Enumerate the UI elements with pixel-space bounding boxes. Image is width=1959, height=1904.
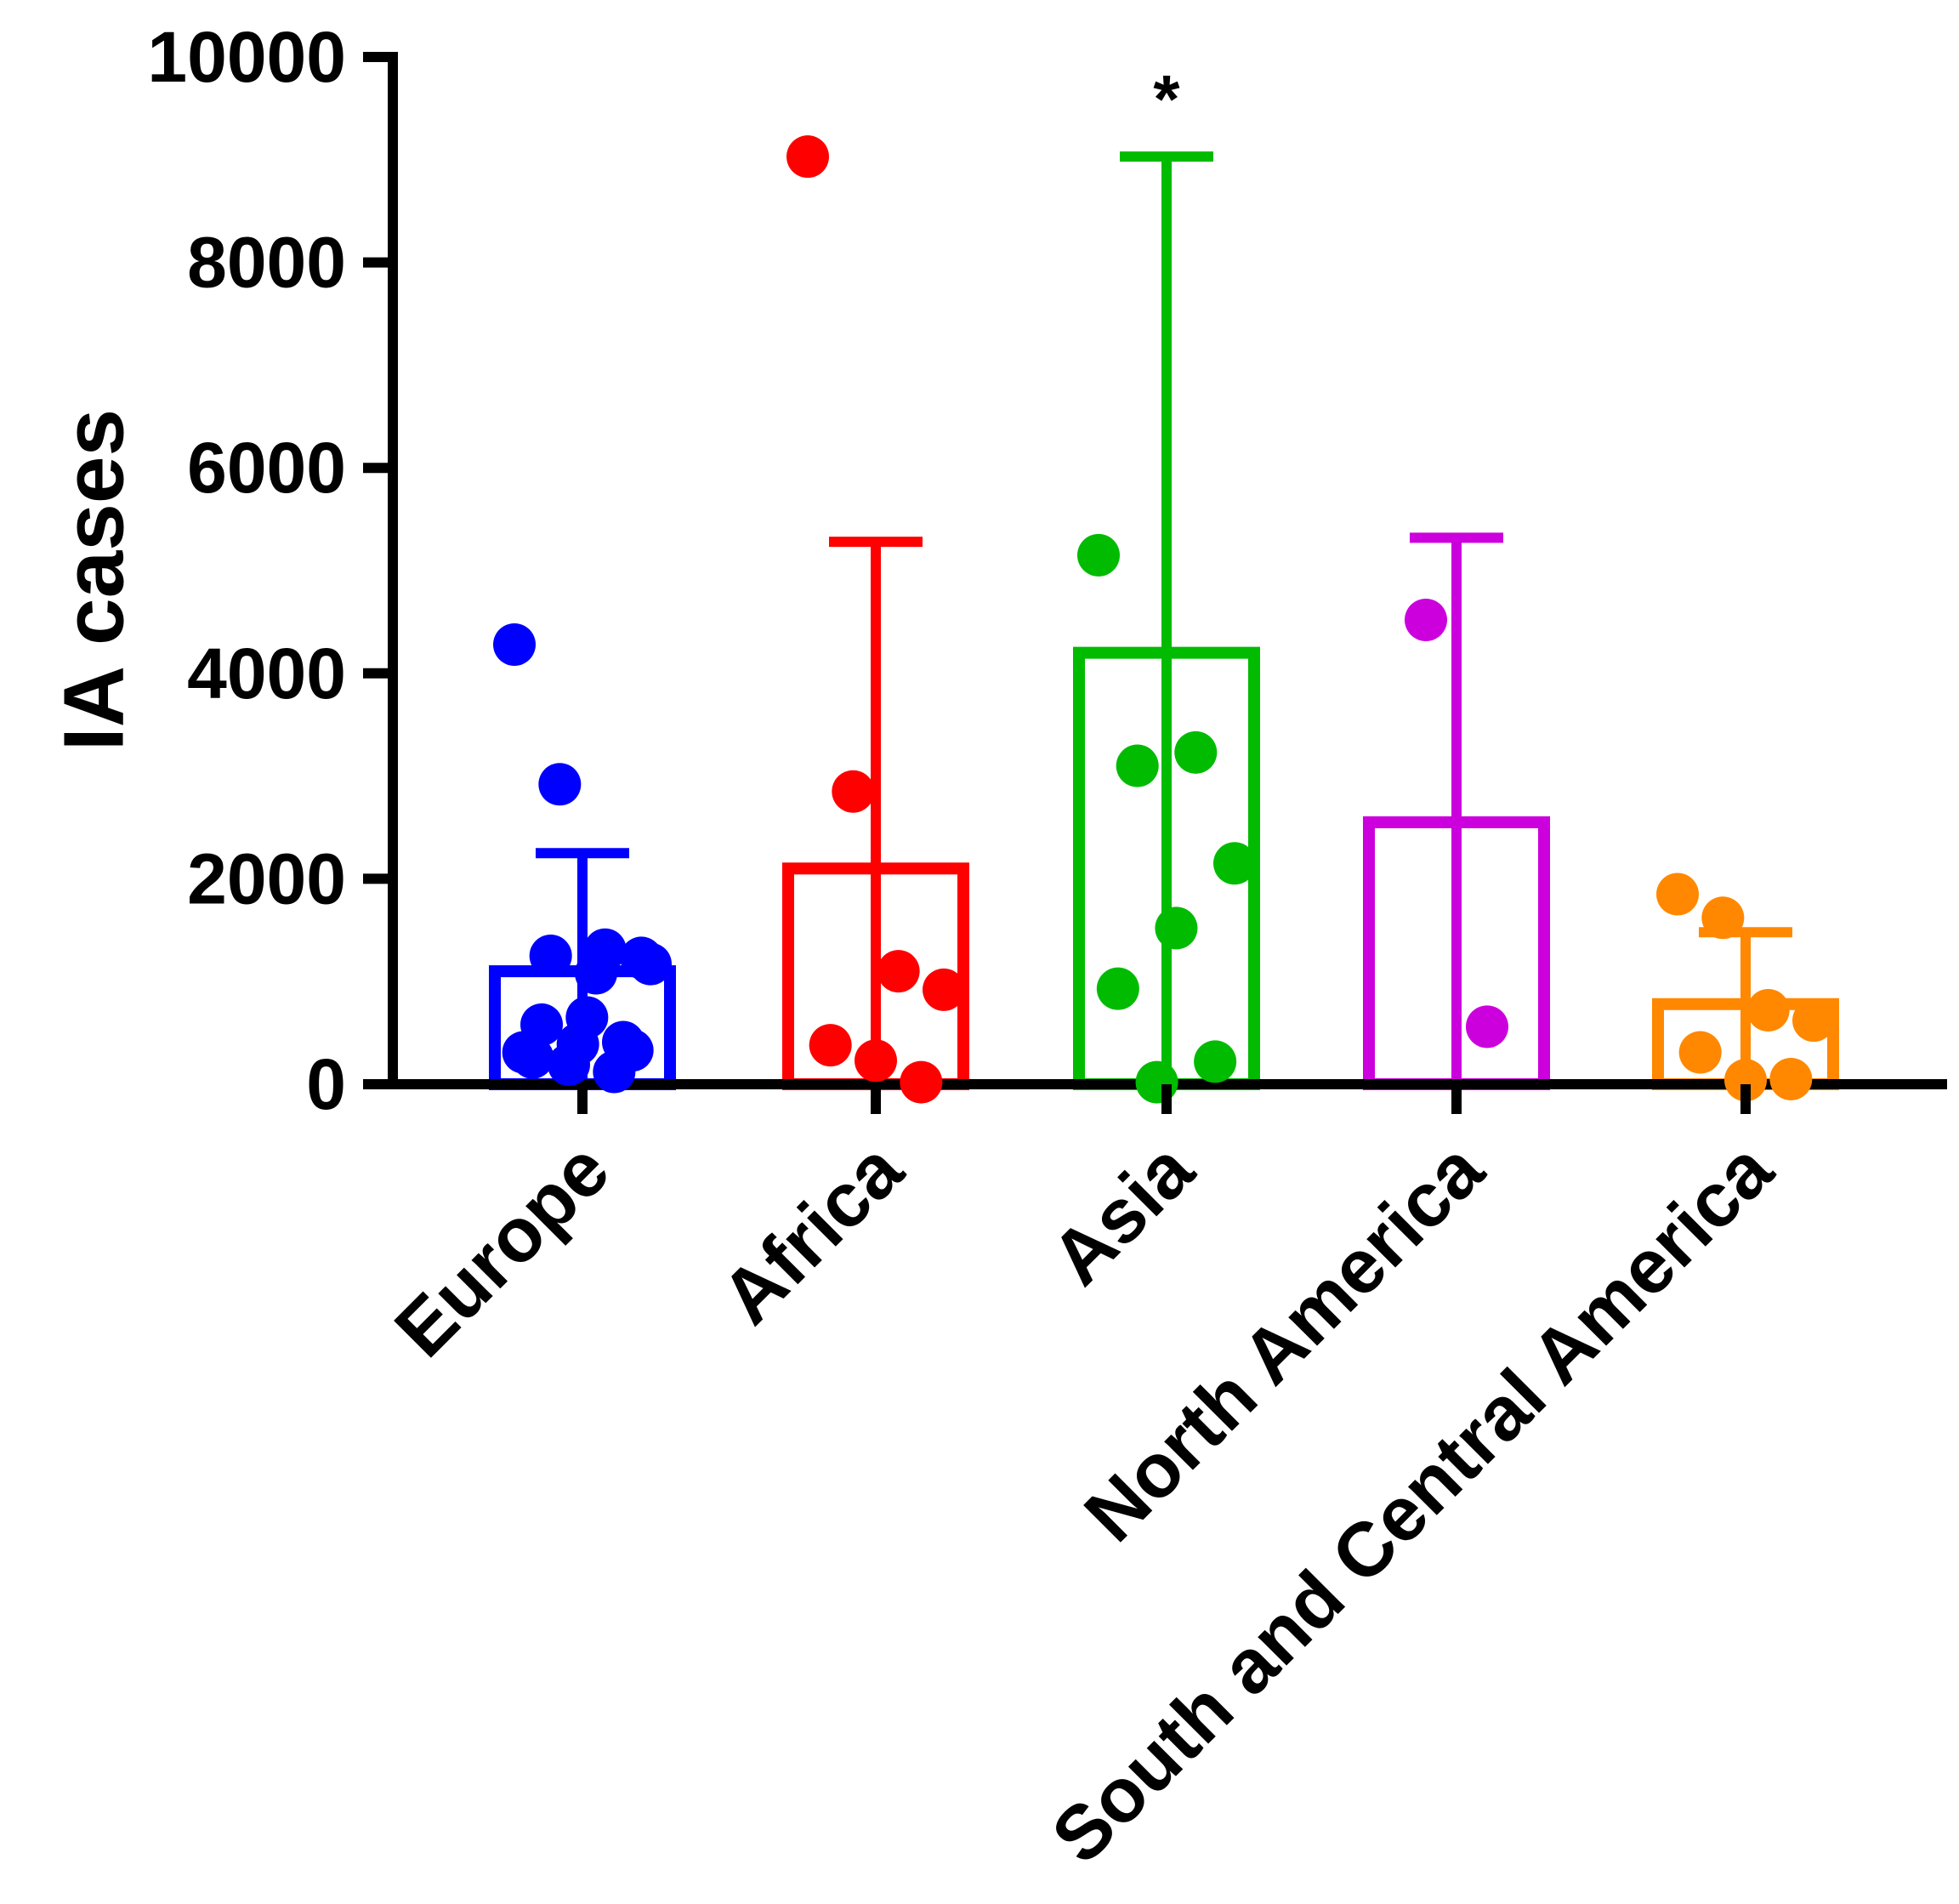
data-point-europe xyxy=(548,1043,590,1087)
data-point-europe xyxy=(538,763,582,806)
y-tick-label-0: 0 xyxy=(306,1044,346,1124)
annotations-layer: * xyxy=(1153,61,1180,137)
data-point-africa xyxy=(923,968,965,1011)
data-point-south-and-central-america xyxy=(1724,1059,1767,1102)
data-point-africa xyxy=(786,135,829,179)
data-point-asia xyxy=(1096,967,1139,1010)
data-point-africa xyxy=(809,1024,852,1067)
y-tick-label-2000: 2000 xyxy=(187,838,346,918)
y-axis-title: IA cases xyxy=(46,409,141,751)
data-point-africa xyxy=(900,1060,943,1104)
data-point-asia xyxy=(1135,1060,1178,1104)
data-point-asia xyxy=(1213,842,1256,885)
y-tick-label-6000: 6000 xyxy=(187,428,346,508)
data-point-africa xyxy=(832,770,875,813)
data-point-south-and-central-america xyxy=(1678,1031,1722,1074)
data-point-asia xyxy=(1077,533,1120,577)
significance-marker: * xyxy=(1153,61,1180,137)
data-point-asia xyxy=(1155,907,1198,950)
data-point-europe xyxy=(502,1031,545,1074)
y-tick-label-10000: 10000 xyxy=(147,17,346,97)
data-point-south-and-central-america xyxy=(1792,999,1835,1043)
y-tick-label-4000: 4000 xyxy=(187,634,346,713)
data-point-europe xyxy=(575,952,617,995)
data-point-europe xyxy=(529,935,572,977)
data-point-africa xyxy=(855,1039,897,1083)
x-category-label-africa: Africa xyxy=(706,1127,920,1341)
data-point-asia xyxy=(1116,744,1159,787)
data-point-europe xyxy=(593,1050,636,1094)
data-point-europe xyxy=(493,622,536,666)
data-point-south-and-central-america xyxy=(1656,872,1699,916)
points-layer xyxy=(493,135,1835,1104)
data-point-north-america xyxy=(1466,1005,1508,1049)
data-point-africa xyxy=(877,950,920,993)
data-point-europe xyxy=(620,936,663,980)
data-point-south-and-central-america xyxy=(1746,989,1790,1032)
y-ticks-layer: 0 2000 4000 6000 8000 10000 xyxy=(147,17,393,1124)
x-category-label-europe: Europe xyxy=(379,1127,626,1373)
data-point-south-and-central-america xyxy=(1701,896,1745,940)
x-category-label-asia: Asia xyxy=(1036,1127,1211,1302)
y-tick-label-8000: 8000 xyxy=(187,223,346,303)
data-point-south-and-central-america xyxy=(1769,1057,1813,1100)
data-point-asia xyxy=(1174,730,1218,774)
data-point-north-america xyxy=(1405,598,1447,641)
data-point-asia xyxy=(1194,1040,1237,1083)
